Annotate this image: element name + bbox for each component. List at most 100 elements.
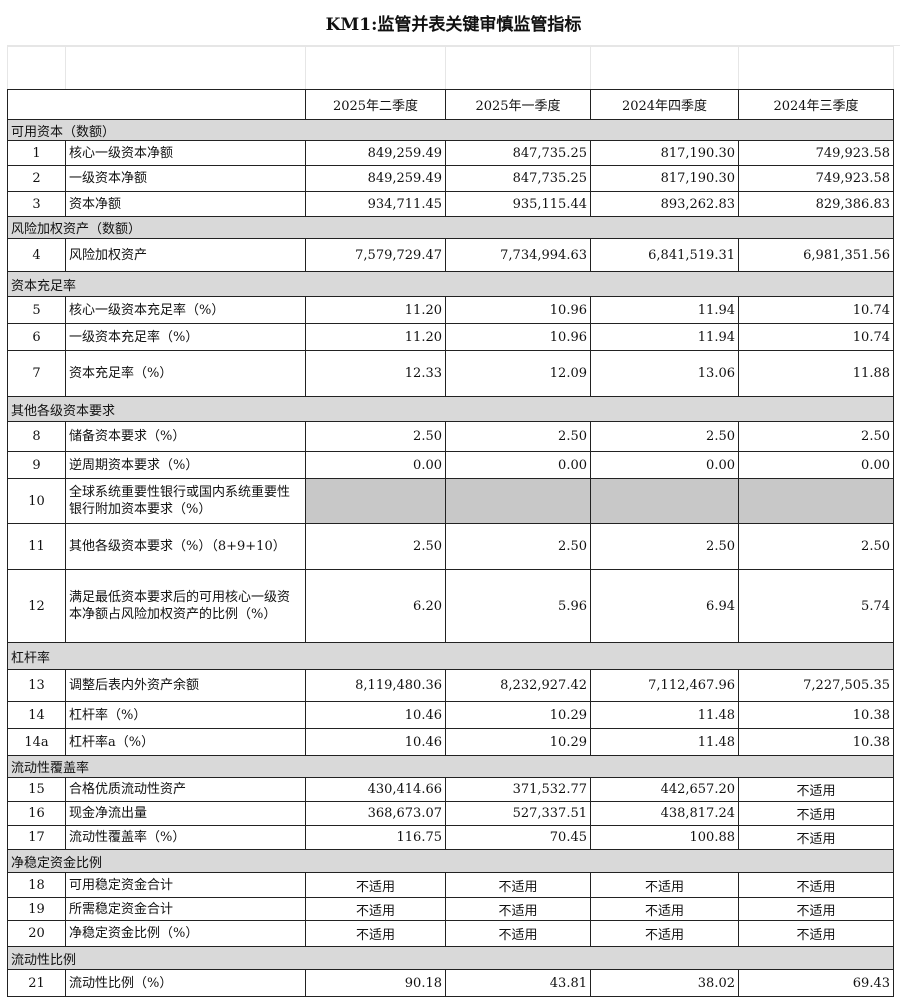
value-cell: 5.74 — [738, 569, 894, 643]
row-index: 5 — [7, 296, 66, 324]
value-cell: 10.29 — [445, 701, 591, 729]
value-cell: 13.06 — [590, 350, 739, 397]
row-label: 现金净流出量 — [65, 801, 306, 826]
table-row: 7 资本充足率（%） 12.33 12.09 13.06 11.88 — [7, 350, 894, 397]
row-index: 11 — [7, 523, 66, 570]
table-row: 14 杠杆率（%） 10.46 10.29 11.48 10.38 — [7, 701, 894, 729]
section-row: 风险加权资产（数额） — [7, 216, 894, 239]
value-cell: 7,227,505.35 — [738, 669, 894, 702]
value-cell: 6,841,519.31 — [590, 238, 739, 272]
row-label: 所需稳定资金合计 — [65, 897, 306, 921]
row-label: 一级资本净额 — [65, 165, 306, 192]
row-index: 3 — [7, 191, 66, 217]
value-cell: 849,259.49 — [305, 140, 446, 166]
table-row: 10 全球系统重要性银行或国内系统重要性银行附加资本要求（%） — [7, 478, 894, 524]
value-cell: 不适用 — [738, 897, 894, 921]
row-index: 2 — [7, 165, 66, 192]
row-index: 17 — [7, 825, 66, 850]
value-cell: 38.02 — [590, 969, 739, 997]
value-cell: 7,734,994.63 — [445, 238, 591, 272]
value-cell: 10.38 — [738, 728, 894, 756]
row-index: 16 — [7, 801, 66, 826]
row-label: 流动性覆盖率（%） — [65, 825, 306, 850]
value-cell: 11.94 — [590, 296, 739, 324]
value-cell: 847,735.25 — [445, 140, 591, 166]
section-title: 净稳定资金比例 — [7, 849, 894, 873]
header-row: 2025年二季度 2025年一季度 2024年四季度 2024年三季度 — [7, 89, 894, 120]
section-title: 流动性比例 — [7, 946, 894, 970]
value-cell: 0.00 — [305, 451, 446, 479]
section-row: 可用资本（数额） — [7, 119, 894, 141]
table-row: 5 核心一级资本充足率（%） 11.20 10.96 11.94 10.74 — [7, 296, 894, 324]
section-title: 其他各级资本要求 — [7, 396, 894, 422]
value-cell: 2.50 — [738, 421, 894, 452]
row-index: 14 — [7, 701, 66, 729]
value-cell: 527,337.51 — [445, 801, 591, 826]
value-cell: 749,923.58 — [738, 140, 894, 166]
value-cell: 934,711.45 — [305, 191, 446, 217]
value-cell: 12.09 — [445, 350, 591, 397]
value-cell: 2.50 — [305, 421, 446, 452]
value-cell: 6.94 — [590, 569, 739, 643]
row-label: 资本净额 — [65, 191, 306, 217]
value-cell: 90.18 — [305, 969, 446, 997]
value-cell: 不适用 — [738, 920, 894, 947]
table-row: 21 流动性比例（%） 90.18 43.81 38.02 69.43 — [7, 969, 894, 997]
value-cell — [738, 478, 894, 524]
value-cell: 12.33 — [305, 350, 446, 397]
value-cell: 0.00 — [738, 451, 894, 479]
row-index: 18 — [7, 872, 66, 898]
table-row: 1 核心一级资本净额 849,259.49 847,735.25 817,190.30 7… — [7, 140, 894, 166]
value-cell: 442,657.20 — [590, 777, 739, 802]
value-cell: 829,386.83 — [738, 191, 894, 217]
row-label: 逆周期资本要求（%） — [65, 451, 306, 479]
value-cell: 11.88 — [738, 350, 894, 397]
column-header: 2025年一季度 — [445, 89, 591, 120]
table-row: 4 风险加权资产 7,579,729.47 7,734,994.63 6,841,519… — [7, 238, 894, 272]
row-label: 全球系统重要性银行或国内系统重要性银行附加资本要求（%） — [65, 478, 306, 524]
value-cell: 11.48 — [590, 701, 739, 729]
value-cell: 2.50 — [445, 523, 591, 570]
value-cell: 7,112,467.96 — [590, 669, 739, 702]
value-cell — [305, 478, 446, 524]
table-row: 2 一级资本净额 849,259.49 847,735.25 817,190.30 749… — [7, 165, 894, 192]
value-cell: 8,232,927.42 — [445, 669, 591, 702]
column-header: 2024年四季度 — [590, 89, 739, 120]
row-index: 1 — [7, 140, 66, 166]
value-cell: 70.45 — [445, 825, 591, 850]
column-header: 2025年二季度 — [305, 89, 446, 120]
row-index: 9 — [7, 451, 66, 479]
value-cell: 不适用 — [738, 801, 894, 826]
value-cell: 10.38 — [738, 701, 894, 729]
value-cell: 817,190.30 — [590, 165, 739, 192]
row-index: 20 — [7, 920, 66, 947]
value-cell: 11.94 — [590, 323, 739, 351]
value-cell: 2.50 — [445, 421, 591, 452]
value-cell: 7,579,729.47 — [305, 238, 446, 272]
section-title: 流动性覆盖率 — [7, 755, 894, 778]
value-cell: 8,119,480.36 — [305, 669, 446, 702]
table-row: 19 所需稳定资金合计 不适用 不适用 不适用 不适用 — [7, 897, 894, 921]
value-cell: 430,414.66 — [305, 777, 446, 802]
header-blank — [7, 89, 306, 120]
value-cell: 847,735.25 — [445, 165, 591, 192]
table-row: 8 储备资本要求（%） 2.50 2.50 2.50 2.50 — [7, 421, 894, 452]
row-index: 10 — [7, 478, 66, 524]
row-index: 13 — [7, 669, 66, 702]
value-cell: 10.96 — [445, 323, 591, 351]
row-label: 储备资本要求（%） — [65, 421, 306, 452]
value-cell: 6,981,351.56 — [738, 238, 894, 272]
row-index: 4 — [7, 238, 66, 272]
value-cell: 不适用 — [738, 872, 894, 898]
value-cell: 不适用 — [590, 872, 739, 898]
row-label: 杠杆率a（%） — [65, 728, 306, 756]
table-row: 14a 杠杆率a（%） 10.46 10.29 11.48 10.38 — [7, 728, 894, 756]
value-cell: 11.20 — [305, 296, 446, 324]
section-title: 风险加权资产（数额） — [7, 216, 894, 239]
row-label: 其他各级资本要求（%）（8+9+10） — [65, 523, 306, 570]
table-row: 17 流动性覆盖率（%） 116.75 70.45 100.88 不适用 — [7, 825, 894, 850]
row-label: 调整后表内外资产余额 — [65, 669, 306, 702]
row-index: 14a — [7, 728, 66, 756]
value-cell: 6.20 — [305, 569, 446, 643]
table-row: 16 现金净流出量 368,673.07 527,337.51 438,817.24 不适… — [7, 801, 894, 826]
